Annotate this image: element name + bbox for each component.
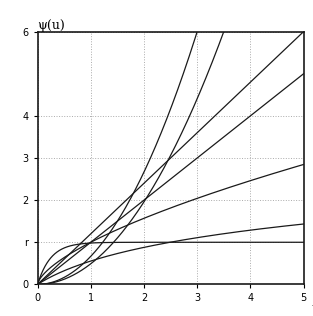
- Text: u: u: [312, 303, 313, 313]
- Text: ψ(u): ψ(u): [38, 19, 65, 32]
